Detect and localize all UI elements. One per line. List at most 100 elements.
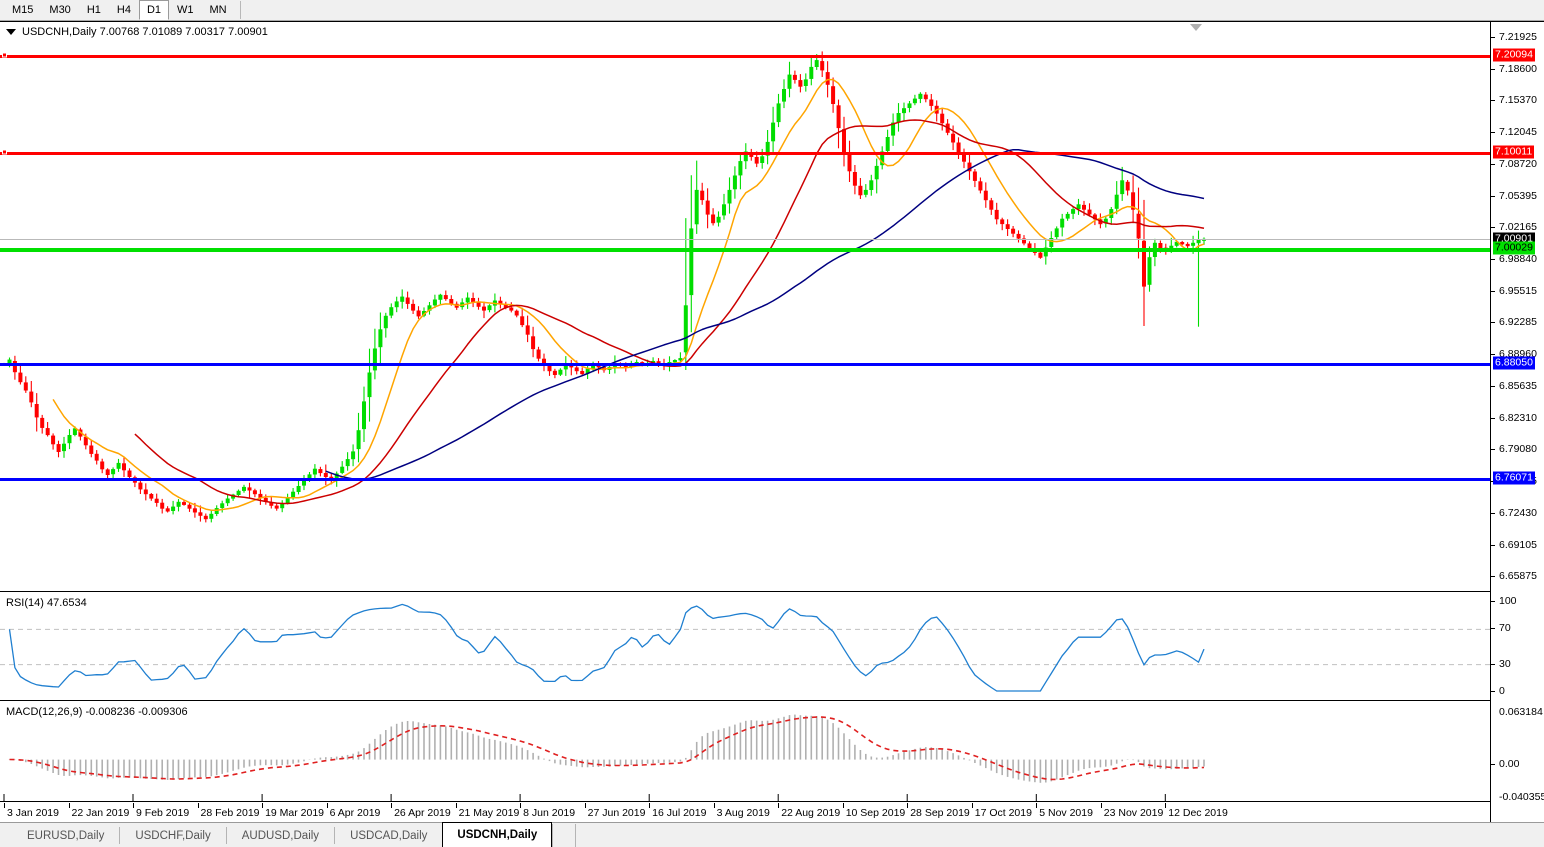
macd-pane[interactable]: MACD(12,26,9) -0.008236 -0.009306	[0, 702, 1490, 802]
price-axis[interactable]: 7.21925 7.18600 7.15370 7.12045 7.08720 7.053…	[1490, 22, 1544, 823]
level-line-pivot[interactable]	[0, 247, 1490, 252]
date-axis-label: 10 Sep 2019	[845, 807, 906, 819]
collapse-arrow-icon[interactable]	[1190, 24, 1202, 31]
price-axis-label: 6.95515	[1499, 284, 1537, 297]
timeframe-button-m30[interactable]: M30	[49, 4, 71, 16]
new-tab-slot[interactable]	[552, 824, 577, 847]
chart-tab-strip: EURUSD,Daily USDCHF,Daily AUDUSD,Daily USDC…	[0, 822, 1544, 847]
rsi-axis-label: 100	[1499, 595, 1517, 607]
rsi-axis-tick	[1491, 628, 1495, 629]
level-drag-handle[interactable]	[2, 149, 7, 155]
chart-area[interactable]: USDCNH,Daily 7.00768 7.01089 7.00317 7.0…	[0, 21, 1544, 823]
date-axis-tick	[971, 803, 973, 808]
level-badge-support[interactable]: 6.88050	[1493, 356, 1535, 370]
price-axis-label: 6.85635	[1499, 379, 1537, 392]
date-axis-label: 9 Feb 2019	[136, 807, 190, 819]
date-axis-tick	[391, 803, 393, 808]
date-axis-label: 23 Nov 2019	[1103, 807, 1164, 819]
chart-tab-usdcad[interactable]: USDCAD,Daily	[350, 829, 428, 842]
date-axis-label: 22 Jan 2019	[71, 807, 130, 819]
tab-divider	[119, 827, 121, 844]
date-axis-label: 5 Nov 2019	[1039, 807, 1093, 819]
level-badge-pivot[interactable]: 7.00029	[1493, 241, 1535, 255]
date-axis-label: 12 Dec 2019	[1168, 807, 1228, 819]
price-axis-tick	[1491, 512, 1495, 514]
date-axis-label: 16 Jul 2019	[652, 807, 707, 819]
chart-tabs: EURUSD,Daily USDCHF,Daily AUDUSD,Daily USDC…	[12, 822, 577, 847]
rsi-axis-label: 0	[1499, 685, 1505, 697]
level-line-support[interactable]	[0, 477, 1490, 481]
date-axis-label: 3 Aug 2019	[716, 807, 770, 819]
macd-canvas	[3, 714, 1205, 801]
date-axis-tick	[649, 803, 651, 808]
date-axis-tick	[842, 803, 844, 808]
date-axis-tick	[520, 803, 522, 808]
price-axis-tick	[1491, 259, 1495, 261]
price-axis-tick	[1491, 322, 1495, 324]
chart-tab-usdchf[interactable]: USDCHF,Daily	[135, 829, 211, 842]
timeframe-toolbar: M15 M30 H1 H4 D1 W1 MN	[0, 0, 1544, 21]
date-axis-tick	[455, 803, 457, 808]
price-axis-tick	[1491, 417, 1495, 419]
chart-tab-usdcnh[interactable]: USDCNH,Daily	[442, 822, 553, 847]
timeframe-button-h4[interactable]: H4	[116, 4, 131, 16]
price-axis-label: 7.12045	[1499, 126, 1537, 139]
price-pane[interactable]: USDCNH,Daily 7.00768 7.01089 7.00317 7.0…	[0, 22, 1490, 592]
timeframe-button-mn[interactable]: MN	[209, 4, 227, 16]
level-drag-handle[interactable]	[2, 52, 7, 58]
date-axis-tick	[326, 803, 328, 808]
price-axis-tick	[1491, 164, 1495, 166]
price-axis-label: 6.69105	[1499, 538, 1537, 551]
price-axis-label: 7.02165	[1499, 221, 1537, 234]
rsi-pane[interactable]: RSI(14) 47.6534	[0, 593, 1490, 701]
rsi-header: RSI(14) 47.6534	[6, 597, 87, 609]
chart-header-text: USDCNH,Daily 7.00768 7.01089 7.00317 7.0…	[22, 26, 268, 38]
tab-divider	[225, 827, 227, 844]
level-line-support[interactable]	[0, 362, 1490, 366]
price-axis-tick	[1491, 448, 1495, 450]
price-axis-label: 7.05395	[1499, 190, 1537, 203]
level-line-resistance[interactable]	[0, 54, 1490, 58]
chart-header: USDCNH,Daily 7.00768 7.01089 7.00317 7.0…	[6, 26, 268, 38]
date-axis-label: 27 Jun 2019	[587, 807, 646, 819]
date-axis-tick	[4, 803, 5, 808]
level-badge-support[interactable]: 6.76071	[1493, 471, 1535, 485]
chart-tab-eurusd[interactable]: EURUSD,Daily	[27, 829, 105, 842]
date-axis-label: 28 Feb 2019	[200, 807, 260, 819]
date-axis-label: 19 Mar 2019	[265, 807, 325, 819]
timeframe-button-w1[interactable]: W1	[177, 4, 194, 16]
rsi-axis-tick	[1491, 691, 1495, 692]
level-line-resistance[interactable]	[0, 151, 1490, 155]
tab-divider	[334, 827, 336, 844]
date-axis-label: 26 Apr 2019	[394, 807, 451, 819]
date-axis-tick	[133, 803, 135, 808]
chart-menu-caret-icon[interactable]	[6, 29, 16, 35]
price-axis-tick	[1491, 227, 1495, 229]
timeframe-button-d1[interactable]: D1	[138, 0, 169, 20]
timeframe-button-m15[interactable]: M15	[12, 4, 34, 16]
date-axis-label: 21 May 2019	[458, 807, 520, 819]
date-axis-label: 8 Jun 2019	[523, 807, 576, 819]
price-axis-label: 7.21925	[1499, 31, 1537, 44]
price-axis-tick	[1491, 132, 1495, 134]
price-axis-tick	[1491, 575, 1495, 577]
price-axis-label: 6.65875	[1499, 569, 1537, 582]
price-axis-label: 6.79080	[1499, 442, 1537, 455]
date-axis-tick	[1036, 803, 1038, 808]
price-axis-label: 6.98840	[1499, 253, 1537, 266]
macd-axis-label: 0.00	[1499, 758, 1520, 770]
timeframe-button-h1[interactable]: H1	[86, 4, 101, 16]
date-axis-label: 3 Jan 2019	[7, 807, 59, 819]
candlestick-canvas	[1, 51, 1207, 523]
date-axis-label: 6 Apr 2019	[329, 807, 381, 819]
level-badge-resistance[interactable]: 7.20094	[1493, 48, 1535, 62]
price-axis-tick	[1491, 544, 1495, 546]
price-axis-tick	[1491, 290, 1495, 292]
toolbar-divider	[239, 1, 241, 19]
level-badge-resistance[interactable]: 7.10011	[1493, 145, 1535, 159]
rsi-axis-label: 70	[1499, 622, 1511, 634]
chart-tab-audusd[interactable]: AUDUSD,Daily	[241, 829, 320, 842]
date-axis-tick	[197, 803, 199, 808]
date-axis-tick	[1165, 803, 1167, 808]
